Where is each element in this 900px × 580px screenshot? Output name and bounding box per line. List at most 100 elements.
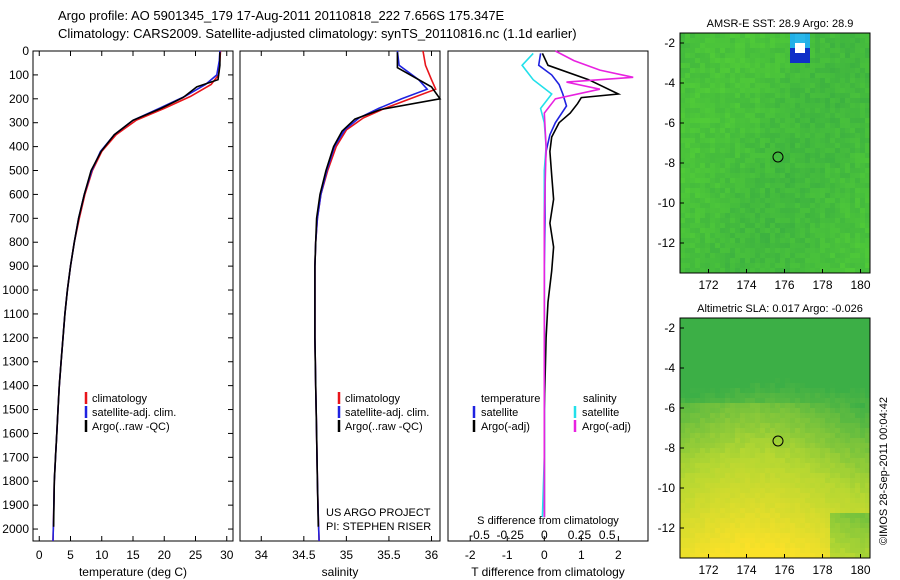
map-cell (720, 193, 726, 199)
map-cell (730, 368, 736, 374)
map-cell (725, 453, 731, 459)
map-cell (700, 323, 706, 329)
map-cell (775, 338, 781, 344)
map-cell (710, 458, 716, 464)
map-cell (685, 423, 691, 429)
map-cell (805, 543, 811, 549)
map-cell (755, 463, 761, 469)
lat-tick-label: -2 (664, 321, 675, 335)
map-cell (785, 363, 791, 369)
map-cell (825, 398, 831, 404)
map-cell (720, 333, 726, 339)
map-cell (755, 418, 761, 424)
map-cell (835, 33, 841, 39)
map-cell (720, 213, 726, 219)
map-cell (710, 228, 716, 234)
map-cell (750, 213, 756, 219)
map-cell (705, 443, 711, 449)
map-cell (835, 443, 841, 449)
map-cell (725, 258, 731, 264)
map-cell (685, 93, 691, 99)
map-cell (800, 138, 806, 144)
map-cell (840, 243, 846, 249)
map-cell (775, 163, 781, 169)
legend-label-argo: Argo(..raw -QC) (92, 421, 170, 433)
map-cell (770, 213, 776, 219)
map-cell (780, 523, 786, 529)
map-cell (705, 128, 711, 134)
map-cell (815, 458, 821, 464)
map-cell (865, 553, 871, 559)
map-cell (755, 373, 761, 379)
map-cell (745, 58, 751, 64)
map-cell (755, 353, 761, 359)
map-cell (705, 408, 711, 414)
map-cell (815, 478, 821, 484)
map-cell (765, 228, 771, 234)
map-cell (705, 203, 711, 209)
map-cell (790, 508, 796, 514)
map-cell (755, 93, 761, 99)
map-cell (765, 258, 771, 264)
map-cell (860, 163, 866, 169)
map-cell (720, 353, 726, 359)
map-cell (825, 68, 831, 74)
map-cell (850, 73, 856, 79)
map-cell (810, 138, 816, 144)
map-cell (825, 478, 831, 484)
map-cell (765, 458, 771, 464)
map-cell (725, 348, 731, 354)
map-cell (785, 53, 791, 59)
map-cell (840, 58, 846, 64)
map-cell (695, 248, 701, 254)
map-cell (685, 318, 691, 324)
map-cell (760, 103, 766, 109)
map-cell (770, 368, 776, 374)
map-cell (720, 318, 726, 324)
map-cell (685, 403, 691, 409)
map-cell (820, 163, 826, 169)
map-cell (700, 423, 706, 429)
series-line-argo-raw-qc- (52, 52, 221, 527)
map-cell (760, 458, 766, 464)
map-cell (815, 553, 821, 559)
map-cell (725, 113, 731, 119)
map-cell (850, 243, 856, 249)
map-cell (825, 463, 831, 469)
map-cell (690, 233, 696, 239)
map-cell (855, 243, 861, 249)
map-cell (720, 113, 726, 119)
map-cell (795, 103, 801, 109)
map-cell (855, 398, 861, 404)
map-cell (860, 48, 866, 54)
map-cell (720, 388, 726, 394)
map-cell (810, 38, 816, 44)
map-cell (740, 368, 746, 374)
map-cell (685, 143, 691, 149)
map-cell (860, 513, 866, 519)
map-cell (765, 453, 771, 459)
map-cell (760, 148, 766, 154)
map-cell (755, 243, 761, 249)
map-cell (710, 218, 716, 224)
map-cell (820, 168, 826, 174)
map-cell (820, 243, 826, 249)
map-cell (750, 198, 756, 204)
map-cell (815, 423, 821, 429)
map-cell (815, 323, 821, 329)
map-cell (855, 533, 861, 539)
map-cell (685, 228, 691, 234)
map-cell (845, 58, 851, 64)
map-cell (825, 153, 831, 159)
map-cell (690, 413, 696, 419)
map-cell (860, 93, 866, 99)
map-cell (790, 528, 796, 534)
map-cell (680, 233, 686, 239)
map-cell (770, 83, 776, 89)
map-cell (790, 488, 796, 494)
map-cell (735, 33, 741, 39)
map-cell (810, 98, 816, 104)
map-cell (695, 373, 701, 379)
map-cell (845, 268, 851, 274)
map-cell (800, 333, 806, 339)
